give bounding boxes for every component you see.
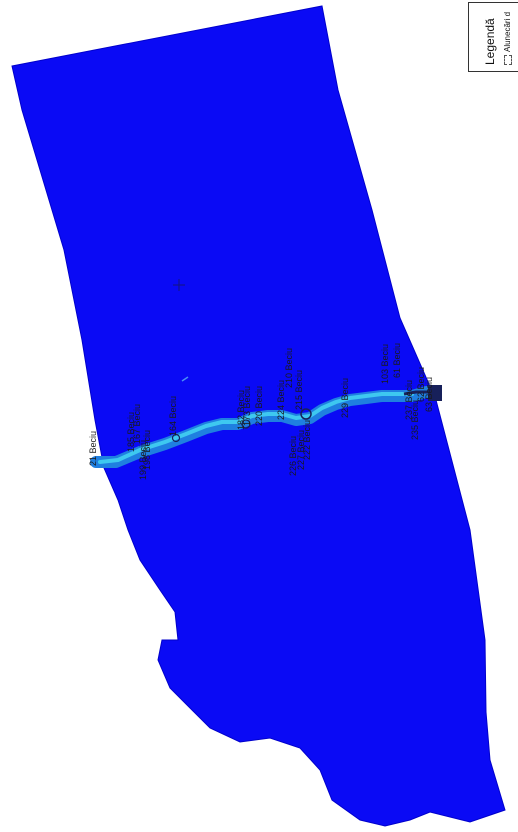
legend-item: Alunecări d [503, 12, 512, 65]
parcel-label: 103 Beciu [380, 344, 390, 384]
parcel-label: 237 Beciu [404, 380, 414, 420]
parcel-label: 167 Beciu [132, 404, 142, 444]
parcel-label: 185 Beciu [126, 412, 136, 452]
parcel-label: 164 Beciu [168, 396, 178, 436]
parcel-label: 198 Beciu [142, 430, 152, 470]
parcel-label: 62 Beciu [416, 367, 426, 402]
legend-item-label: Alunecări d [503, 11, 512, 52]
parcel-label: 63 Beciu [424, 377, 434, 412]
parcel-label: 61 Beciu [392, 343, 402, 378]
stream-corridor [90, 385, 442, 468]
parcel-label: 220 Beciu [254, 386, 264, 426]
parcel-label: 229 Beciu [340, 378, 350, 418]
centroid-marker [173, 279, 185, 291]
parcel-label: 222 Beciu [302, 420, 312, 460]
parcel-label: 199 Beciu [138, 440, 148, 480]
parcel-label: 210 Beciu [284, 348, 294, 388]
parcel-label: 224 Beciu [276, 380, 286, 420]
parcel-label: 226 Beciu [288, 436, 298, 476]
parcel-label: 235 Beciu [410, 400, 420, 440]
parcel-label: 21 Beciu [88, 431, 98, 466]
small-feature [181, 376, 189, 382]
dashed-box-icon [503, 55, 512, 65]
parcel-label: 215 Beciu [294, 370, 304, 410]
parcel-label: 182 Beciu [236, 390, 246, 430]
legend-title: Legendă [483, 18, 497, 65]
legend: Legendă Alunecări d [468, 2, 518, 72]
parcel-label: 173 Beciu [242, 386, 252, 426]
parcel-label: 227 Beciu [296, 430, 306, 470]
